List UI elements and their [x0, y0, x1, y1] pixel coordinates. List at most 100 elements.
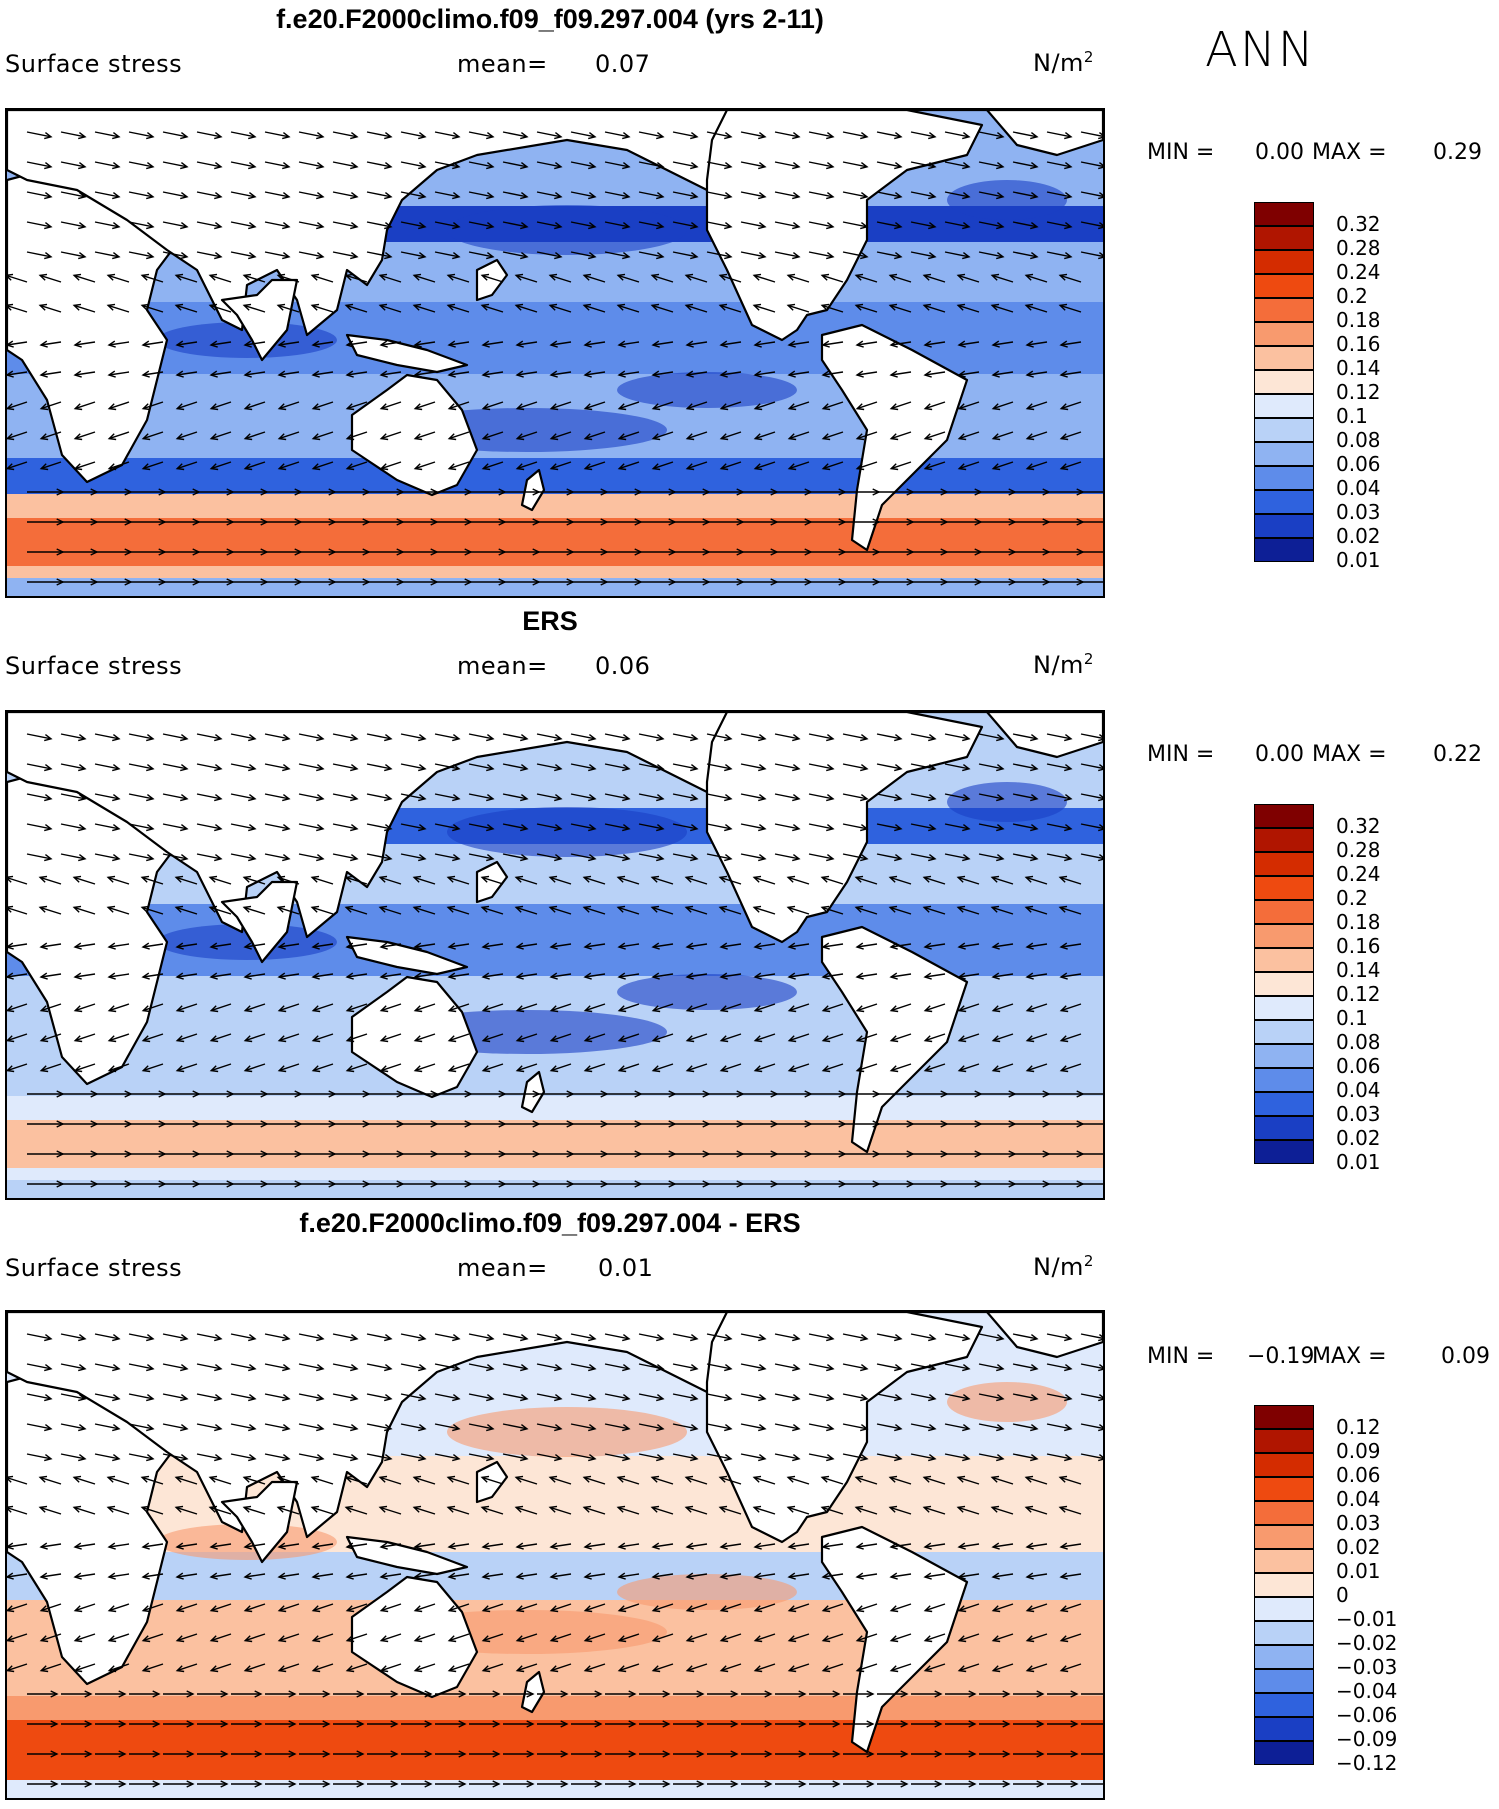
stress-arrowhead: [515, 463, 525, 471]
stress-arrowhead: [180, 252, 189, 260]
stress-arrow: [638, 1423, 664, 1430]
stress-arrowhead: [889, 942, 898, 950]
stress-arrow: [1046, 131, 1072, 138]
stress-arrow: [706, 823, 732, 830]
stress-arrowhead: [378, 273, 388, 281]
stress-arrow: [1059, 274, 1082, 283]
stress-arrowhead: [514, 303, 524, 311]
stress-arrowhead: [112, 824, 121, 832]
stress-arrowhead: [1070, 1720, 1079, 1728]
stress-arrow: [264, 853, 290, 860]
stress-arrow: [672, 853, 698, 860]
stress-arrow: [1026, 1573, 1048, 1578]
stress-arrowhead: [583, 1605, 593, 1613]
stress-arrowhead: [685, 1005, 695, 1013]
stress-arrow: [346, 341, 368, 346]
stress-arrow: [481, 1506, 504, 1515]
stress-arrow: [400, 823, 426, 830]
stress-arrow: [774, 733, 800, 740]
stress-arrow: [502, 853, 528, 860]
stress-arrowhead: [186, 1720, 195, 1728]
stress-arrow: [890, 371, 912, 376]
stress-arrowhead: [486, 1394, 495, 1402]
stress-arrow: [447, 876, 470, 885]
stress-arrowhead: [413, 1005, 423, 1013]
stress-arrowhead: [622, 132, 631, 140]
stress-arrow: [482, 1003, 504, 1012]
stress-arrowhead: [1098, 1364, 1103, 1372]
stress-arrowhead: [792, 252, 801, 260]
stress-arrow: [753, 304, 776, 313]
stress-arrowhead: [962, 794, 971, 802]
stress-arrowhead: [866, 1780, 875, 1788]
stress-arrowhead: [758, 734, 767, 742]
stress-arrowhead: [656, 824, 665, 832]
stress-arrow: [60, 733, 86, 740]
stress-arrow: [978, 823, 1004, 830]
stress-arrowhead: [724, 132, 733, 140]
stress-arrow: [332, 251, 358, 258]
colorbar-tick-label: 0.02: [1336, 1535, 1381, 1559]
stress-arrowhead: [446, 1475, 456, 1483]
stress-arrowhead: [515, 433, 525, 441]
stress-arrowhead: [7, 370, 14, 378]
stress-arrowhead: [7, 942, 14, 950]
stress-arrowhead: [447, 1572, 456, 1580]
stress-arrow: [516, 401, 538, 410]
stress-arrow: [958, 1033, 980, 1042]
stress-arrow: [924, 461, 946, 470]
stress-arrow: [26, 1333, 52, 1340]
stress-arrowhead: [1030, 1454, 1039, 1462]
panel-1-map: [5, 108, 1105, 598]
ocean-band: [7, 470, 1103, 483]
stress-arrowhead: [384, 1334, 393, 1342]
colorbar-tick-label: −0.03: [1336, 1655, 1398, 1679]
stress-arrow: [821, 876, 844, 885]
stress-arrow: [175, 1506, 198, 1515]
stress-arrowhead: [583, 1665, 593, 1673]
stress-arrow: [128, 1393, 154, 1400]
stress-arrow: [822, 1603, 844, 1612]
stress-arrowhead: [617, 433, 627, 441]
ocean-band: [7, 542, 1103, 555]
stress-arrow: [618, 1063, 640, 1072]
stress-arrowhead: [84, 1750, 93, 1758]
stress-arrowhead: [1025, 1065, 1035, 1073]
stress-arrow: [278, 943, 300, 948]
stress-arrowhead: [106, 303, 116, 311]
stress-arrow: [482, 1063, 504, 1072]
stress-arrow: [617, 906, 640, 915]
stress-arrowhead: [718, 1475, 728, 1483]
stress-arrow: [855, 1506, 878, 1515]
stress-arrow: [618, 1033, 640, 1042]
stress-arrow: [706, 191, 732, 198]
stress-arrow: [604, 161, 630, 168]
stress-arrow: [142, 1573, 164, 1578]
stress-arrow: [209, 876, 232, 885]
stress-arrowhead: [554, 824, 563, 832]
stress-arrow: [740, 161, 766, 168]
colorbar-tick-label: 0.02: [1336, 524, 1381, 548]
stress-arrowhead: [180, 764, 189, 772]
stress-arrow: [176, 1003, 198, 1012]
stress-arrowhead: [758, 162, 767, 170]
stress-arrowhead: [894, 252, 903, 260]
stress-arrowhead: [112, 854, 121, 862]
stress-arrowhead: [923, 1005, 933, 1013]
stress-arrow: [60, 1453, 86, 1460]
stress-arrow: [244, 401, 266, 410]
stress-arrowhead: [724, 1334, 733, 1342]
stress-arrowhead: [316, 1454, 325, 1462]
stress-arrowhead: [345, 370, 354, 378]
ocean-band: [7, 1492, 1103, 1505]
stress-arrowhead: [826, 1364, 835, 1372]
stress-arrow: [1060, 431, 1082, 440]
stress-arrow: [638, 161, 664, 168]
stress-arrow: [720, 1063, 742, 1072]
stress-arrow: [414, 1033, 436, 1042]
stress-arrowhead: [356, 1720, 365, 1728]
stress-arrow: [774, 763, 800, 770]
stress-arrow: [94, 251, 120, 258]
stress-arrowhead: [146, 1424, 155, 1432]
stress-arrow: [856, 1033, 878, 1042]
